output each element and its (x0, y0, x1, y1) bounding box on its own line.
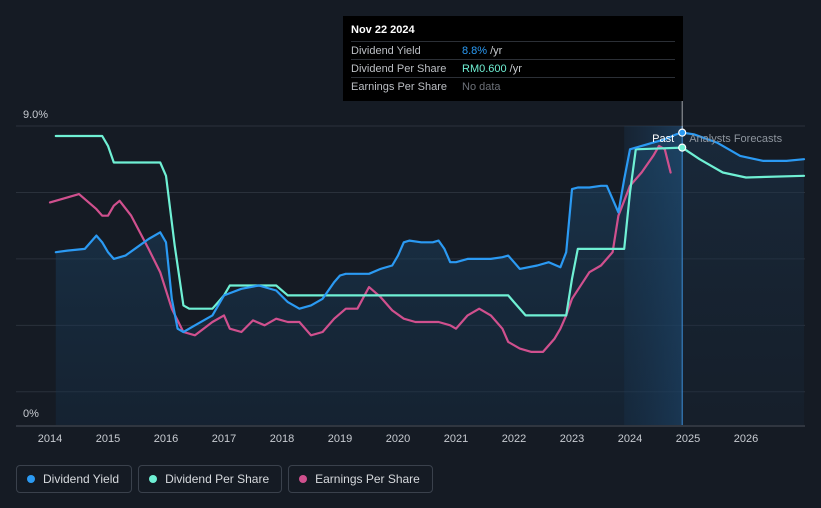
dividend-yield-dot-icon (27, 475, 35, 483)
x-tick-label: 2018 (270, 433, 294, 445)
tooltip-label: Dividend Yield (351, 44, 421, 57)
tooltip-row-dividend-per-share: Dividend Per Share RM0.600 /yr (351, 59, 675, 77)
tooltip-value: No data (462, 80, 501, 93)
tooltip-row-dividend-yield: Dividend Yield 8.8% /yr (351, 41, 675, 59)
tooltip-value: 8.8% (462, 44, 488, 57)
series-group (48, 131, 806, 353)
series-line-dividend-per-share (54, 134, 806, 317)
legend-label: Earnings Per Share (315, 472, 420, 486)
legend-label: Dividend Per Share (165, 472, 270, 486)
legend-label: Dividend Yield (43, 472, 120, 486)
markers (678, 128, 687, 152)
x-tick-label: 2017 (212, 433, 236, 445)
tooltip-label: Dividend Per Share (351, 62, 447, 75)
x-tick-label: 2025 (676, 433, 700, 445)
x-tick-label: 2016 (154, 433, 178, 445)
x-tick-label: 2023 (560, 433, 584, 445)
x-tick-label: 2026 (734, 433, 758, 445)
series-line-dividend-yield (54, 131, 806, 334)
tooltip: Nov 22 2024 Dividend Yield 8.8% /yr Divi… (343, 16, 683, 101)
marker-dividend-per-share (678, 143, 687, 152)
x-tick-label: 2020 (386, 433, 410, 445)
dividend-per-share-dot-icon (149, 475, 158, 483)
tooltip-row-earnings-per-share: Earnings Per Share No data (351, 77, 675, 95)
y-tick-min: 0% (23, 408, 39, 420)
tooltip-unit: /yr (509, 62, 522, 75)
tooltip-date: Nov 22 2024 (351, 24, 415, 36)
x-tick-label: 2024 (618, 433, 642, 445)
x-tick-label: 2022 (502, 433, 526, 445)
legend-dividend-yield[interactable]: Dividend Yield (16, 465, 133, 493)
x-tick-label: 2015 (96, 433, 120, 445)
past-label: Past (652, 133, 674, 145)
x-tick-label: 2014 (38, 433, 62, 445)
legend-dividend-per-share[interactable]: Dividend Per Share (138, 465, 283, 493)
tooltip-value: RM0.600 (462, 62, 507, 75)
forecast-label: Analysts Forecasts (689, 133, 782, 145)
tooltip-label: Earnings Per Share (351, 80, 447, 93)
x-tick-label: 2021 (444, 433, 468, 445)
tooltip-unit: /yr (490, 44, 503, 57)
y-tick-max: 9.0% (23, 109, 48, 121)
x-tick-label: 2019 (328, 433, 352, 445)
legend-earnings-per-share[interactable]: Earnings Per Share (288, 465, 433, 493)
dividend-yield-forecast-area (682, 132, 804, 425)
dividend-yield-area (55, 132, 683, 425)
earnings-per-share-dot-icon (299, 475, 308, 483)
series-line-earnings-per-share (48, 144, 672, 353)
legend: Dividend Yield Dividend Per Share Earnin… (16, 465, 433, 493)
x-ticks: 2014 2015 2016 2017 2018 2019 2020 2021 2022 2023… (38, 433, 758, 445)
marker-dividend-yield (678, 128, 687, 137)
